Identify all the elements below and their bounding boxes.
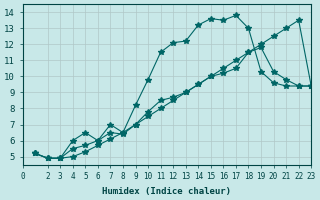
X-axis label: Humidex (Indice chaleur): Humidex (Indice chaleur) [102, 187, 231, 196]
